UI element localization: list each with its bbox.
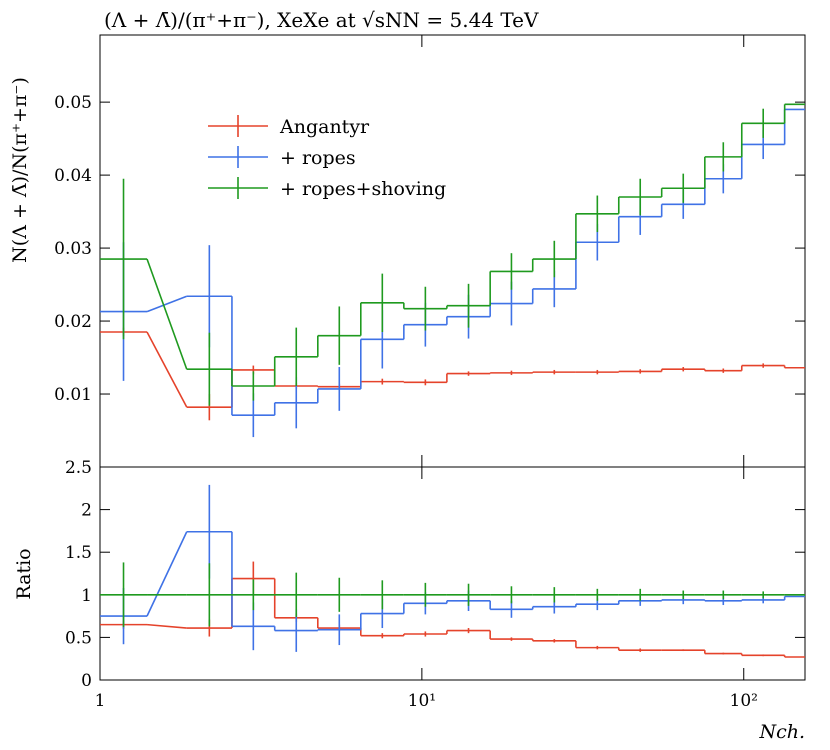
y-tick-label: 0.5 <box>65 628 92 648</box>
legend-label: + ropes+shoving <box>280 178 446 200</box>
ratio-axis-label: Ratio <box>13 548 35 599</box>
connector <box>146 295 188 313</box>
ratio-frame <box>99 466 806 681</box>
main-frame <box>99 34 806 468</box>
y-tick-label: 0.05 <box>54 93 92 113</box>
x-tick-label: 1 <box>95 691 106 711</box>
y-tick-label: 1 <box>81 586 92 606</box>
y-tick-label: 2 <box>81 501 92 521</box>
y-axis-label: N(Λ + Λ̄)/N(π⁺+π⁻) <box>9 77 31 263</box>
y-tick-label: 0 <box>81 671 92 691</box>
y-tick-label: 0.02 <box>54 312 92 332</box>
legend-label: Angantyr <box>279 116 370 138</box>
x-tick-label: 10¹ <box>408 691 436 711</box>
legend-label: + ropes <box>280 147 356 169</box>
y-tick-label: 0.01 <box>54 385 92 405</box>
chart-title: (Λ + Λ̄)/(π⁺+π⁻), XeXe at √sNN = 5.44 Te… <box>104 8 539 32</box>
connector <box>146 331 188 408</box>
y-tick-label: 0.04 <box>54 166 92 186</box>
connector <box>146 258 188 370</box>
y-tick-label: 0.03 <box>54 239 92 259</box>
x-axis-label: Nch. <box>758 721 805 743</box>
y-tick-label: 2.5 <box>65 458 92 478</box>
connector <box>146 623 187 629</box>
y-tick-label: 1.5 <box>65 543 92 563</box>
connector <box>146 531 188 617</box>
x-tick-label: 10² <box>730 691 758 711</box>
